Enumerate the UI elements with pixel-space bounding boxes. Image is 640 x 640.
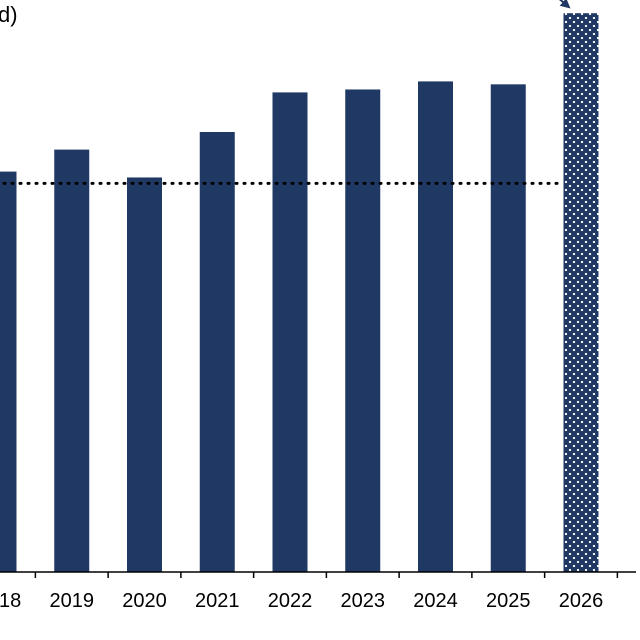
x-tick-label-2024: 2024 [413,590,458,612]
x-tick-label-2020: 2020 [122,590,167,612]
bar-2021 [199,132,235,572]
bar-2023 [345,89,381,572]
bar-2022 [272,92,308,573]
x-tick-label-2023: 2023 [341,590,386,612]
bar-forecast-2026 [563,13,599,572]
bar-2020 [127,177,162,572]
bar-2018 [0,171,17,572]
x-tick-label-2026: 2026 [559,590,604,612]
x-tick-label-2025: 2025 [486,590,531,612]
x-axis-tick-labels: 2018 2019 2020 2021 2022 2023 2024 2025 2026 [0,590,603,612]
x-tick-label-2018: 2018 [0,590,21,612]
x-tick-label-2019: 2019 [50,590,95,612]
x-tick-label-2022: 2022 [268,590,313,612]
bar-2019 [54,149,90,572]
bar-2024 [418,81,453,573]
bars-group [0,13,599,573]
x-axis-ticks [34,572,619,578]
x-tick-label-2021: 2021 [195,590,240,612]
bar-2025 [490,84,526,572]
forecast-annotation-arrow [559,0,571,9]
chart-title-fragment: d) [0,2,18,27]
